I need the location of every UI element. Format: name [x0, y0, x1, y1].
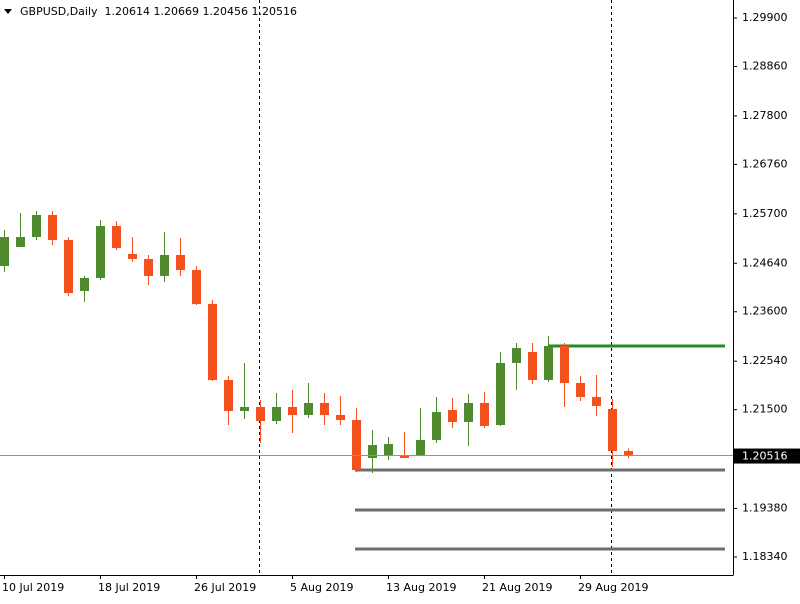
y-tick-label: 1.25700	[742, 207, 788, 220]
menu-arrow[interactable]	[4, 9, 12, 14]
x-tick-label: 13 Aug 2019	[386, 581, 456, 594]
x-tick-label: 10 Jul 2019	[2, 581, 64, 594]
candle-body	[448, 409, 457, 423]
y-tick-label: 1.26760	[742, 157, 788, 170]
candle-body	[304, 402, 313, 415]
candle-body	[384, 443, 393, 457]
y-tick-label: 1.22540	[742, 354, 788, 367]
candle-body	[256, 407, 265, 421]
candle-body	[544, 346, 553, 381]
x-tick-label: 5 Aug 2019	[290, 581, 353, 594]
candle-body	[560, 346, 569, 383]
candle-body	[416, 440, 425, 457]
x-tick-label: 21 Aug 2019	[482, 581, 552, 594]
candle-body	[48, 214, 57, 240]
candle-body	[16, 237, 25, 247]
candle-body	[480, 402, 489, 426]
y-tick-label: 1.24640	[742, 256, 788, 269]
candle-body	[352, 420, 361, 470]
candle-body	[576, 382, 585, 397]
x-tick-label: 18 Jul 2019	[98, 581, 160, 594]
candle-body	[192, 270, 201, 305]
candle-body	[0, 237, 9, 267]
candle-body	[32, 214, 41, 238]
y-tick-label: 1.19380	[742, 502, 788, 515]
x-tick-label: 29 Aug 2019	[578, 581, 648, 594]
candle-body	[288, 407, 297, 415]
candle-body	[224, 380, 233, 412]
candle-body	[400, 454, 409, 459]
y-tick-label: 1.23600	[742, 305, 788, 318]
candle-body	[336, 414, 345, 421]
candle-body	[528, 351, 537, 381]
candle-body	[272, 407, 281, 421]
y-tick-label: 1.27800	[742, 109, 788, 122]
candle-body	[160, 255, 169, 276]
candle-body	[512, 347, 521, 363]
candle-body	[592, 396, 601, 406]
candle-body	[464, 402, 473, 423]
candle-body	[128, 253, 137, 260]
chart-title: GBPUSD,Daily 1.20614 1.20669 1.20456 1.2…	[20, 5, 297, 18]
candle-body	[176, 255, 185, 271]
candle-body	[144, 259, 153, 276]
x-tick-label: 26 Jul 2019	[194, 581, 256, 594]
candle-body	[320, 402, 329, 415]
y-tick-label: 1.29900	[742, 11, 788, 24]
candle-body	[240, 407, 249, 412]
y-tick-label: 1.21500	[742, 403, 788, 416]
candle-body	[64, 239, 73, 294]
candle-body	[624, 450, 633, 456]
candle-body	[80, 277, 89, 291]
current-price-label: 1.20516	[742, 450, 788, 463]
y-tick-label: 1.28860	[742, 59, 788, 72]
candle-body	[112, 225, 121, 249]
candle-body	[608, 409, 617, 451]
candle-body	[208, 304, 217, 381]
current-price-box	[734, 448, 800, 464]
candle-body	[432, 411, 441, 441]
candle-body	[96, 225, 105, 278]
candle-body	[368, 445, 377, 459]
y-tick-label: 1.18340	[742, 550, 788, 563]
candle-body	[496, 362, 505, 426]
